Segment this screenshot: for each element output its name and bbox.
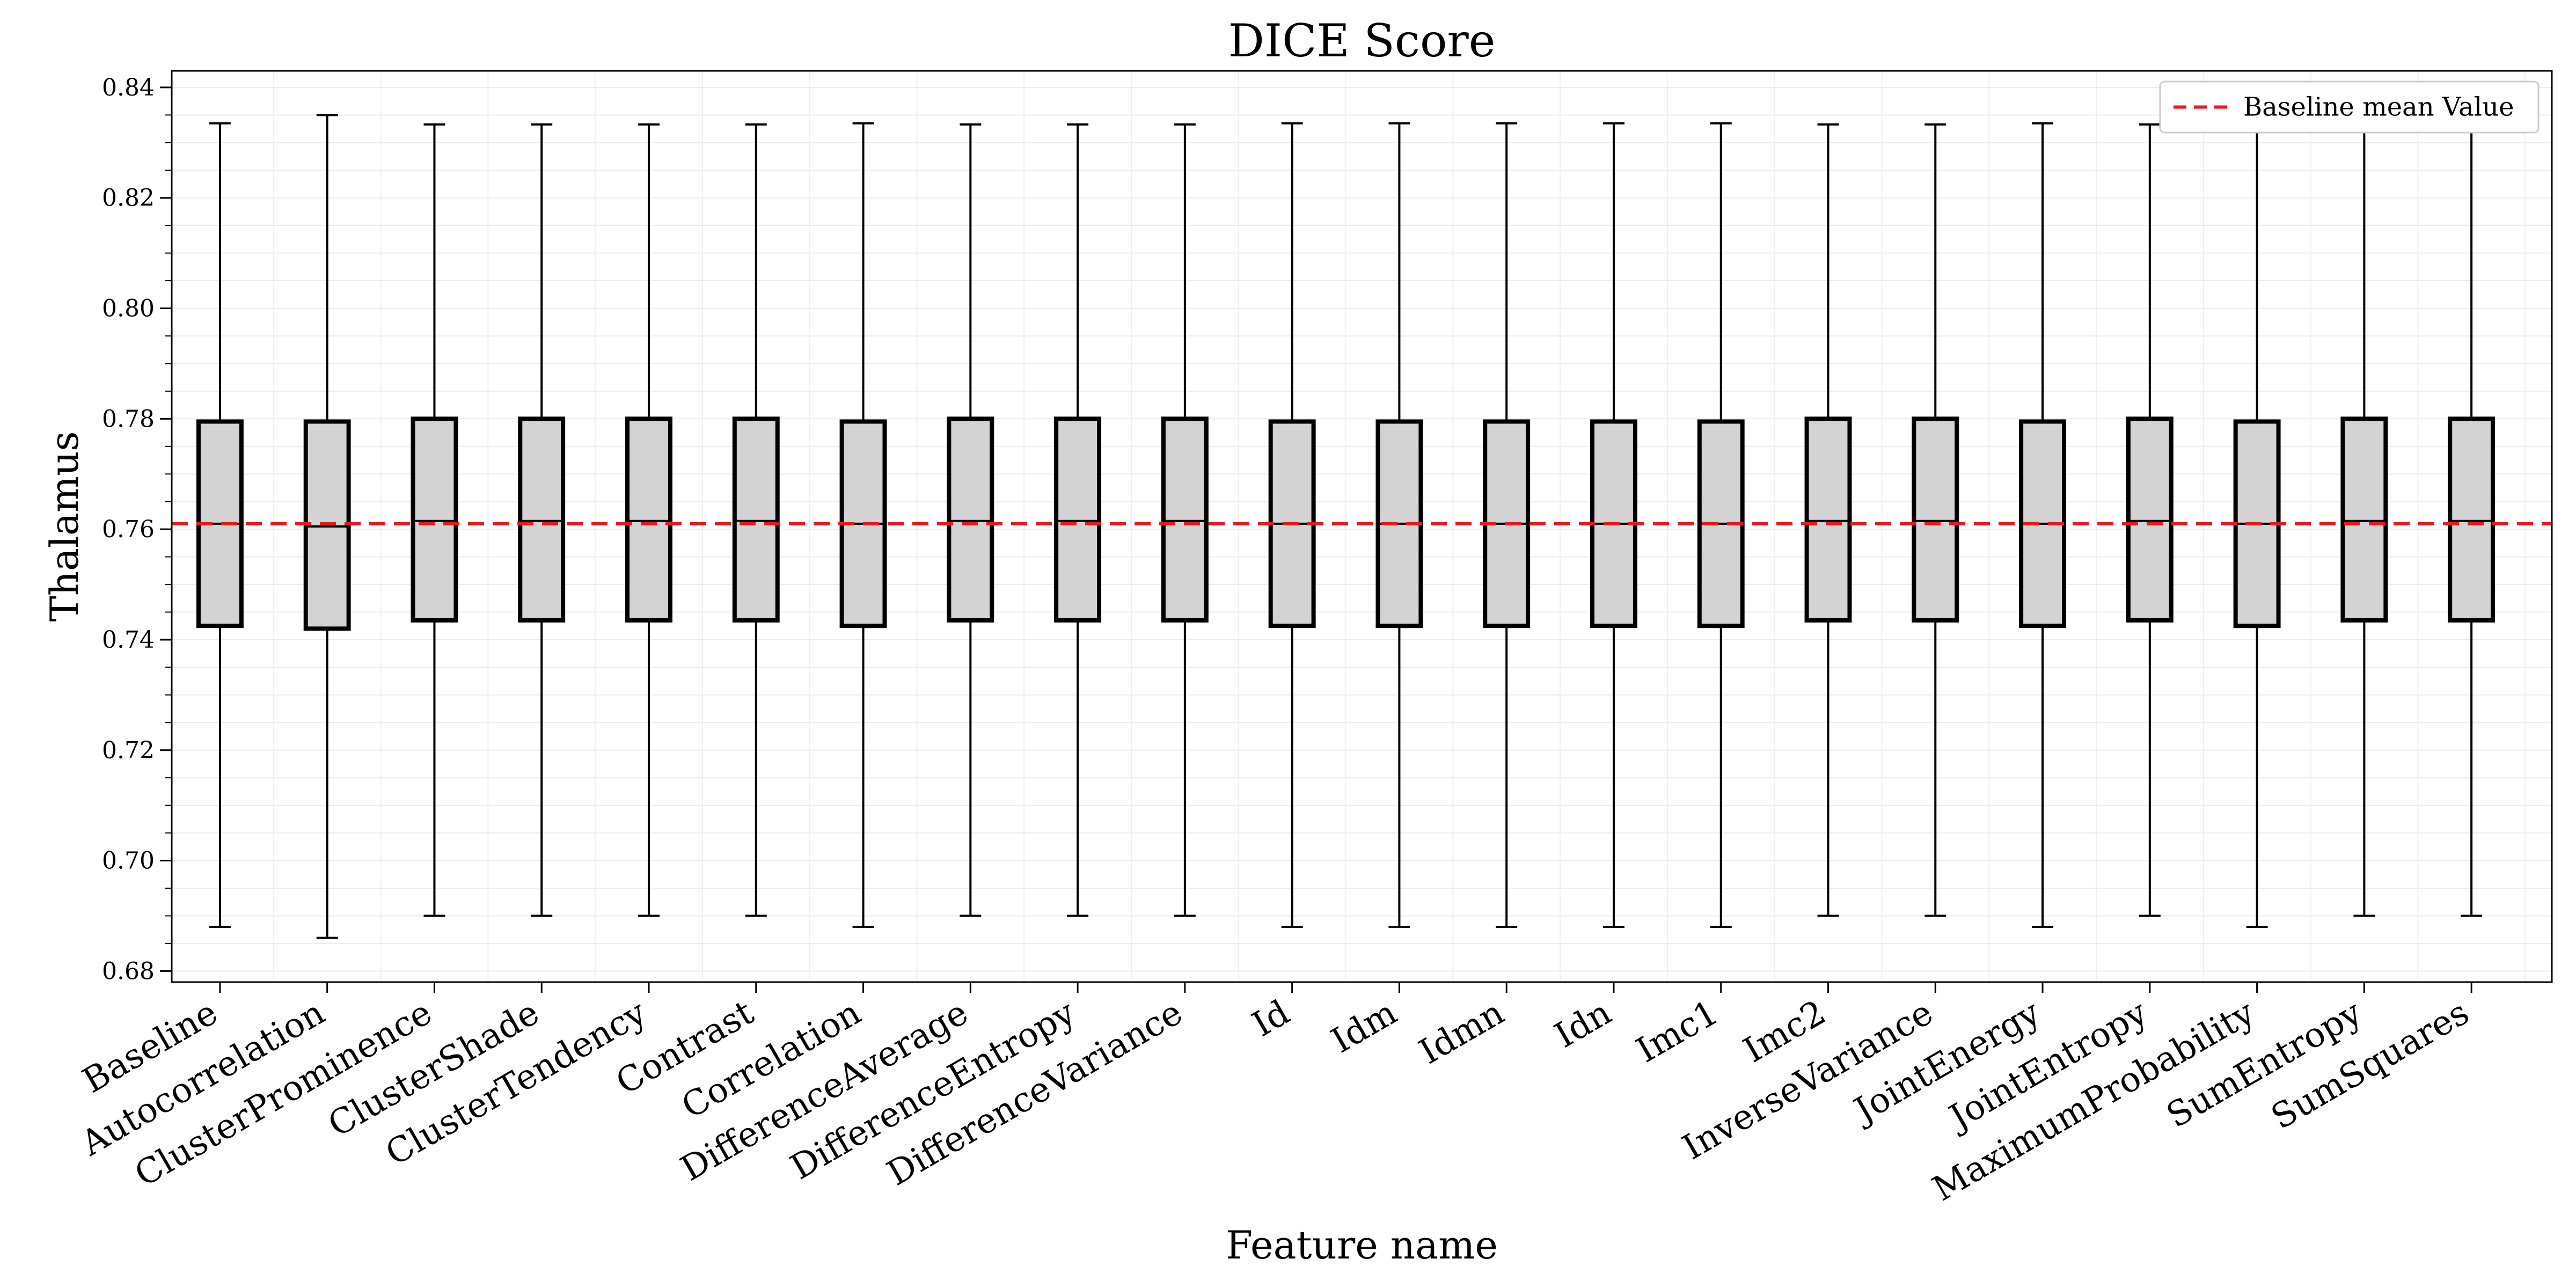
box-iqr: [411, 416, 458, 623]
box-group: [411, 123, 458, 917]
legend: Baseline mean Value: [2159, 80, 2540, 134]
box-group: [2340, 123, 2388, 917]
y-tick-label: 0.82: [102, 185, 155, 212]
y-tick-label: 0.76: [102, 516, 155, 543]
y-axis: 0.68 0.70 0.72 0.74 0.76 0.78 0.80 0.82 0.84: [102, 74, 172, 985]
box-iqr: [1912, 416, 1959, 623]
box-iqr: [1804, 416, 1852, 623]
box-iqr: [518, 416, 566, 623]
box-group: [1054, 123, 1102, 917]
y-tick-label: 0.80: [102, 295, 155, 323]
box-group: [947, 123, 994, 917]
plot-frame: [171, 70, 2553, 983]
box-group: [518, 123, 566, 917]
y-tick-label: 0.78: [102, 405, 155, 433]
box-group: [625, 123, 672, 917]
y-tick-label: 0.74: [102, 626, 155, 654]
box-group: [1912, 123, 1959, 917]
box-group: [2126, 123, 2174, 917]
y-tick-label: 0.70: [102, 847, 155, 875]
box-iqr: [947, 416, 994, 623]
box-group: [1161, 123, 1209, 917]
box-group: [732, 123, 780, 917]
x-axis-label: Feature name: [1226, 1223, 1498, 1268]
box-iqr: [625, 416, 672, 623]
y-tick-label: 0.84: [102, 74, 155, 101]
y-tick-label: 0.68: [102, 957, 155, 985]
y-tick-label: 0.72: [102, 737, 155, 764]
legend-box: [2159, 80, 2540, 134]
box-iqr: [1161, 416, 1209, 623]
box-iqr: [732, 416, 780, 623]
legend-label-baseline: Baseline mean Value: [2243, 92, 2514, 122]
box-group: [2448, 123, 2496, 917]
chart-title: DICE Score: [1228, 14, 1496, 67]
box-group: [1804, 123, 1852, 917]
box-iqr: [2448, 416, 2496, 623]
box-iqr: [2126, 416, 2174, 623]
y-axis-label: Thalamus: [42, 431, 87, 622]
box-iqr: [2340, 416, 2388, 623]
box-iqr: [1054, 416, 1102, 623]
